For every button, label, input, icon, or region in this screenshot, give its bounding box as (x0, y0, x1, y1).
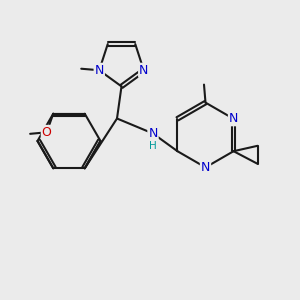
Text: N: N (139, 64, 148, 77)
Text: H: H (149, 141, 157, 151)
Text: N: N (94, 64, 104, 77)
Text: N: N (201, 161, 210, 174)
Text: N: N (148, 127, 158, 140)
Text: N: N (229, 112, 238, 125)
Text: O: O (42, 126, 52, 139)
